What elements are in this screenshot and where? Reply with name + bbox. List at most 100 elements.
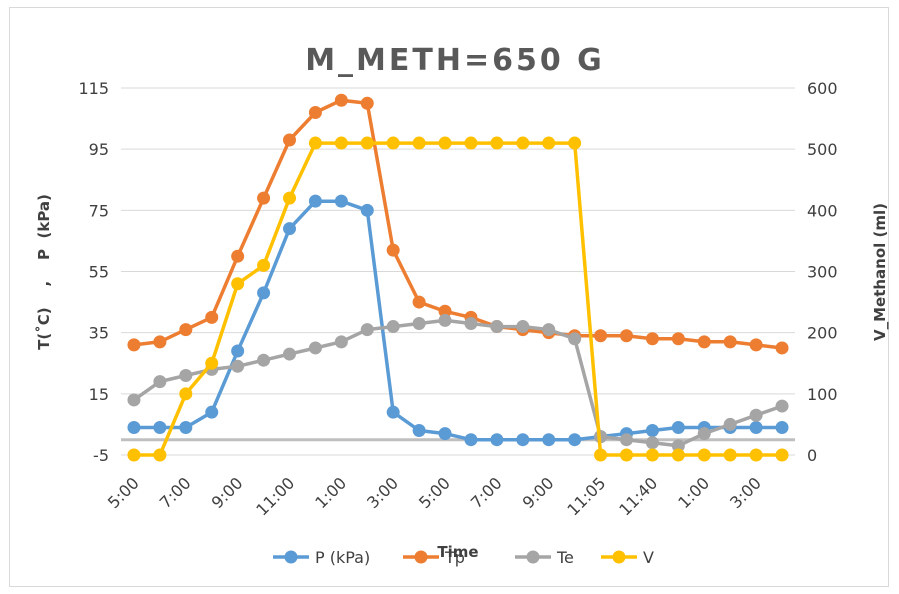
data-point	[438, 313, 452, 327]
data-point	[645, 424, 659, 438]
x-tick-label: 11:40	[615, 473, 661, 519]
chart-frame	[9, 7, 889, 587]
y-left-tick-label: 35	[89, 324, 109, 343]
data-point	[775, 420, 789, 434]
data-point	[594, 448, 608, 462]
data-point	[412, 295, 426, 309]
y-right-tick-label: 200	[807, 324, 838, 343]
data-point	[542, 136, 556, 150]
y-axis-right-label: V_Methanol (ml)	[871, 203, 889, 341]
y-left-tick-label: 15	[89, 385, 109, 404]
data-point	[516, 433, 530, 447]
legend-item: Te	[515, 548, 574, 567]
data-point	[516, 320, 530, 334]
y-right-tick-label: 600	[807, 79, 838, 98]
data-point	[205, 356, 219, 370]
data-point	[179, 387, 193, 401]
data-point	[620, 448, 633, 462]
data-point	[283, 133, 296, 147]
data-point	[749, 448, 763, 462]
data-point	[645, 436, 659, 450]
data-point	[179, 368, 193, 382]
legend-item: P (kPa)	[273, 548, 370, 567]
legend-marker	[414, 550, 428, 564]
data-point	[231, 249, 245, 263]
data-point	[775, 448, 789, 462]
data-point	[697, 427, 711, 441]
data-point	[464, 316, 478, 330]
data-point	[516, 136, 530, 150]
x-tick-label: 9:00	[519, 473, 558, 512]
data-point	[179, 323, 193, 337]
data-point	[153, 375, 167, 389]
legend-marker	[284, 550, 298, 564]
data-point	[283, 347, 296, 361]
data-point	[412, 136, 426, 150]
data-point	[671, 448, 685, 462]
data-point	[153, 335, 167, 349]
data-point	[723, 335, 737, 349]
y-left-tick-label: 115	[78, 79, 109, 98]
x-tick-label: 1:00	[674, 473, 713, 512]
right-axis-ticks: 0 100 200 300 400 500 600	[807, 79, 838, 465]
data-point	[257, 258, 271, 272]
y-axis-left-label: T(˚C) , P (kPa)	[35, 194, 53, 350]
x-axis-ticks: 5:00 7:00 9:00 11:00 1:00 3:00 5:00 7:00 9:00 11:…	[104, 473, 765, 519]
x-tick-label: 3:00	[726, 473, 765, 512]
y-right-tick-label: 100	[807, 385, 838, 404]
data-point	[542, 433, 556, 447]
series-tp	[127, 93, 789, 355]
data-point	[438, 427, 452, 441]
x-tick-label: 11:00	[252, 473, 298, 519]
data-point	[697, 335, 711, 349]
series-p-kpa	[127, 194, 789, 447]
data-point	[568, 136, 582, 150]
data-point	[671, 439, 685, 453]
data-point	[334, 335, 348, 349]
x-tick-label: 7:00	[467, 473, 506, 512]
data-point	[231, 344, 245, 358]
x-tick-label: 3:00	[363, 473, 402, 512]
data-point	[620, 433, 633, 447]
x-tick-label: 9:00	[208, 473, 247, 512]
chart-title: M_METH=650 G	[305, 43, 605, 78]
data-point	[749, 408, 763, 422]
legend-item: Tp	[403, 548, 465, 567]
y-left-tick-label: 95	[89, 140, 109, 159]
data-point	[308, 105, 322, 119]
data-point	[568, 332, 582, 346]
data-point	[334, 136, 348, 150]
data-point	[386, 320, 400, 334]
legend: P (kPa) Tp Te V	[273, 548, 654, 567]
data-point	[723, 417, 737, 431]
series-te	[127, 313, 789, 453]
data-point	[360, 96, 374, 110]
data-point	[179, 420, 193, 434]
data-point	[490, 136, 504, 150]
data-point	[360, 203, 374, 217]
data-point	[283, 222, 296, 236]
data-point	[620, 329, 633, 343]
data-point	[153, 420, 167, 434]
data-point	[257, 286, 271, 300]
x-tick-label: 11:05	[563, 473, 609, 519]
y-left-tick-label: 75	[89, 201, 109, 220]
data-point	[127, 338, 141, 352]
data-point	[386, 136, 400, 150]
data-point	[594, 329, 608, 343]
series-line	[133, 98, 783, 350]
data-point	[671, 332, 685, 346]
series-v	[127, 136, 789, 462]
data-point	[360, 323, 374, 337]
data-point	[775, 341, 789, 355]
data-point	[749, 338, 763, 352]
y-right-tick-label: 300	[807, 263, 838, 282]
data-point	[568, 433, 582, 447]
legend-label: Tp	[444, 548, 465, 567]
data-point	[490, 433, 504, 447]
x-tick-label: 5:00	[104, 473, 143, 512]
data-point	[257, 191, 271, 205]
data-point	[308, 136, 322, 150]
legend-marker	[612, 550, 626, 564]
